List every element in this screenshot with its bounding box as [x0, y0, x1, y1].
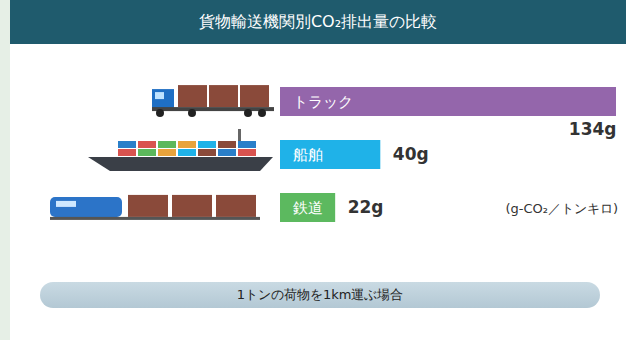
- svg-text:船舶: 船舶: [293, 146, 323, 164]
- svg-text:トラック: トラック: [293, 93, 353, 111]
- svg-text:22g: 22g: [348, 197, 384, 217]
- html-text:1トンの荷物を1km運ぶ場合: 1トンの荷物を1km運ぶ場合: [236, 287, 404, 302]
- html-text:貨物輸送機関別CO₂排出量の比較: 貨物輸送機関別CO₂排出量の比較: [198, 12, 438, 31]
- html-text:(g-CO₂／トンキロ): (g-CO₂／トンキロ): [505, 200, 618, 216]
- svg-text:鉄道: 鉄道: [293, 199, 323, 217]
- svg-text:134g: 134g: [569, 119, 617, 139]
- svg-text:40g: 40g: [393, 144, 429, 164]
